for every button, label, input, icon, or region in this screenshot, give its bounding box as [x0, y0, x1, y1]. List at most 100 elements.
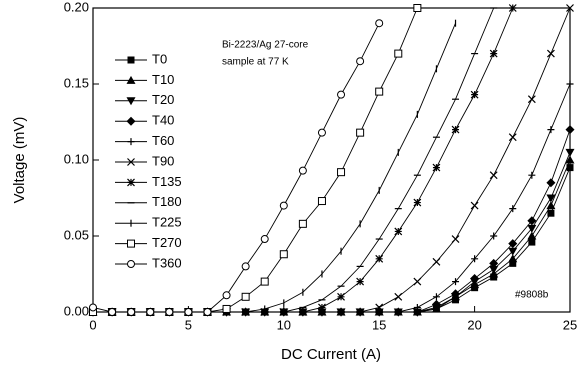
legend-marker — [127, 138, 135, 146]
marker — [451, 125, 460, 134]
marker — [470, 90, 479, 99]
marker — [546, 178, 556, 188]
legend-label: T135 — [152, 174, 182, 189]
legend-marker — [127, 239, 135, 248]
marker — [527, 231, 537, 240]
series-line — [93, 7, 418, 313]
marker — [527, 224, 537, 233]
legend-marker — [126, 97, 136, 106]
annotation: #9808b — [515, 290, 549, 301]
legend-label: T60 — [152, 133, 174, 148]
marker — [547, 126, 555, 134]
marker — [356, 128, 365, 137]
legend-marker — [127, 260, 135, 268]
marker — [241, 262, 250, 271]
y-tick-label: 0.00 — [64, 303, 89, 318]
legend-label: T10 — [152, 72, 174, 87]
marker — [260, 277, 269, 286]
legend-label: T225 — [152, 215, 182, 230]
marker — [184, 308, 193, 316]
marker — [413, 198, 422, 207]
marker — [471, 255, 479, 263]
marker — [337, 168, 346, 177]
x-tick-label: 5 — [185, 317, 192, 332]
marker — [470, 201, 479, 210]
marker — [222, 304, 231, 313]
x-tick-label: 0 — [89, 317, 96, 332]
legend-label: T360 — [152, 255, 182, 270]
y-tick-label: 0.15 — [64, 75, 89, 90]
marker — [566, 4, 574, 12]
marker — [565, 125, 575, 135]
marker — [222, 291, 231, 300]
legend-label: T180 — [152, 194, 182, 209]
marker — [508, 133, 517, 142]
marker — [165, 308, 174, 316]
marker — [279, 250, 288, 259]
marker — [566, 164, 574, 172]
y-tick-label: 0.10 — [64, 151, 89, 166]
marker — [508, 254, 518, 263]
annotation: Bi-2223/Ag 27-core — [222, 40, 309, 51]
legend-marker — [127, 56, 135, 64]
marker — [260, 235, 269, 244]
marker — [432, 293, 440, 301]
y-tick-label: 0.20 — [64, 0, 89, 14]
marker — [375, 87, 384, 96]
marker — [317, 128, 326, 137]
marker — [318, 303, 326, 312]
marker — [528, 171, 536, 179]
marker — [546, 201, 556, 210]
marker — [298, 219, 307, 228]
legend-label: T20 — [152, 92, 174, 107]
legend-label: T270 — [152, 235, 182, 250]
marker — [432, 163, 441, 172]
marker — [412, 307, 422, 317]
marker — [527, 216, 537, 226]
marker — [375, 303, 384, 312]
marker — [375, 254, 384, 263]
marker — [451, 235, 460, 243]
x-tick-label: 25 — [563, 317, 577, 332]
marker — [337, 308, 345, 316]
marker — [394, 292, 403, 301]
marker — [489, 49, 498, 58]
marker — [317, 197, 326, 206]
legend-marker — [127, 178, 135, 187]
marker — [413, 4, 422, 12]
marker — [489, 171, 498, 180]
marker — [413, 277, 422, 286]
marker — [394, 308, 402, 316]
marker — [509, 205, 517, 213]
marker — [413, 303, 421, 311]
marker — [356, 57, 365, 66]
y-axis-label: Voltage (mV) — [11, 117, 28, 204]
marker — [279, 201, 288, 210]
marker — [489, 265, 499, 274]
marker — [146, 308, 155, 316]
marker — [565, 148, 575, 157]
marker — [241, 292, 250, 301]
marker — [356, 308, 365, 316]
marker — [547, 209, 555, 217]
marker — [356, 277, 365, 286]
legend-marker — [126, 75, 136, 84]
marker — [337, 292, 345, 301]
x-tick-label: 20 — [467, 317, 481, 332]
marker — [394, 227, 403, 236]
marker — [431, 299, 441, 309]
marker — [509, 259, 517, 267]
marker — [375, 19, 384, 28]
marker — [546, 49, 555, 58]
marker — [528, 238, 536, 246]
marker — [527, 95, 536, 104]
marker — [452, 278, 460, 286]
legend-marker — [126, 116, 136, 126]
x-axis-label: DC Current (A) — [281, 346, 381, 363]
marker — [203, 308, 212, 316]
marker — [508, 247, 518, 256]
legend-marker — [127, 158, 135, 166]
marker — [298, 166, 307, 175]
marker — [394, 49, 403, 58]
